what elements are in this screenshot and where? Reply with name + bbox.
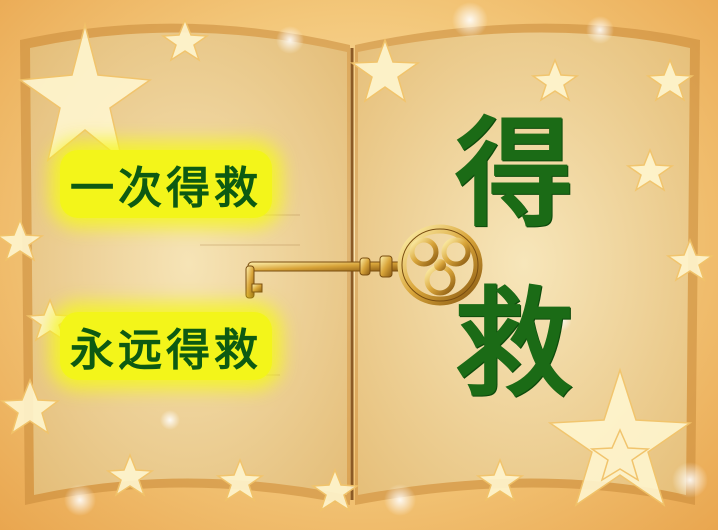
big-character-saved-1: 得 [455,105,574,243]
stars-decoration [0,17,715,512]
sparkles-decoration [64,2,708,516]
phrase-once-saved: 一次得救 [60,150,272,218]
right-page [358,32,690,495]
golden-key-icon [245,224,483,306]
big-character-saved-2: 救 [455,275,574,413]
phrase-forever-saved: 永远得救 [60,312,272,380]
